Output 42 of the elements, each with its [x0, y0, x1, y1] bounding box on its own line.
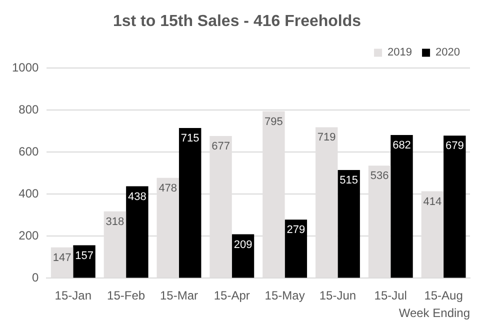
bar: [390, 134, 413, 278]
data-label: 157: [75, 250, 94, 262]
bar: [338, 170, 360, 278]
data-label: 279: [286, 224, 306, 236]
bar: [444, 136, 466, 278]
data-label: 438: [128, 190, 146, 203]
legend-label: 2020: [436, 46, 460, 59]
bar: [126, 186, 148, 278]
data-label: 715: [180, 132, 200, 145]
x-axis-title: Week Ending: [398, 306, 470, 320]
x-tick-label: 15-Jul: [374, 288, 407, 303]
chart-title: 1st to 15th Sales - 416 Freeholds: [112, 13, 362, 30]
data-label: 719: [317, 132, 336, 144]
bar: [232, 234, 254, 278]
y-tick-label: 200: [18, 228, 40, 243]
legend-label: 2019: [388, 46, 412, 59]
y-tick-label: 800: [18, 102, 40, 117]
data-label: 795: [264, 116, 283, 128]
data-label: 478: [158, 182, 178, 194]
data-label: 536: [370, 170, 389, 182]
data-label: 679: [445, 140, 464, 152]
x-tick-label: 15-Jun: [319, 288, 356, 303]
x-tick-label: 15-Mar: [160, 288, 198, 303]
data-label: 682: [392, 140, 411, 152]
data-label: 515: [340, 174, 358, 187]
y-tick-label: 400: [18, 186, 40, 201]
data-label: 147: [52, 252, 72, 264]
x-tick-label: 15-Feb: [107, 288, 146, 303]
x-tick-label: 15-Jan: [54, 288, 92, 303]
data-label: 209: [234, 238, 252, 251]
y-tick-label: 600: [18, 144, 40, 159]
x-tick-label: 15-May: [264, 288, 305, 303]
data-label: 318: [106, 216, 124, 228]
bar: [178, 128, 202, 278]
data-label: 677: [212, 140, 230, 153]
bar: [284, 220, 308, 278]
y-tick-label: 1000: [12, 60, 40, 75]
data-label: 414: [423, 196, 442, 208]
y-tick-label: 0: [32, 270, 40, 285]
x-tick-label: 15-Apr: [214, 288, 250, 303]
bar: [73, 245, 96, 278]
x-tick-label: 15-Aug: [424, 288, 463, 303]
